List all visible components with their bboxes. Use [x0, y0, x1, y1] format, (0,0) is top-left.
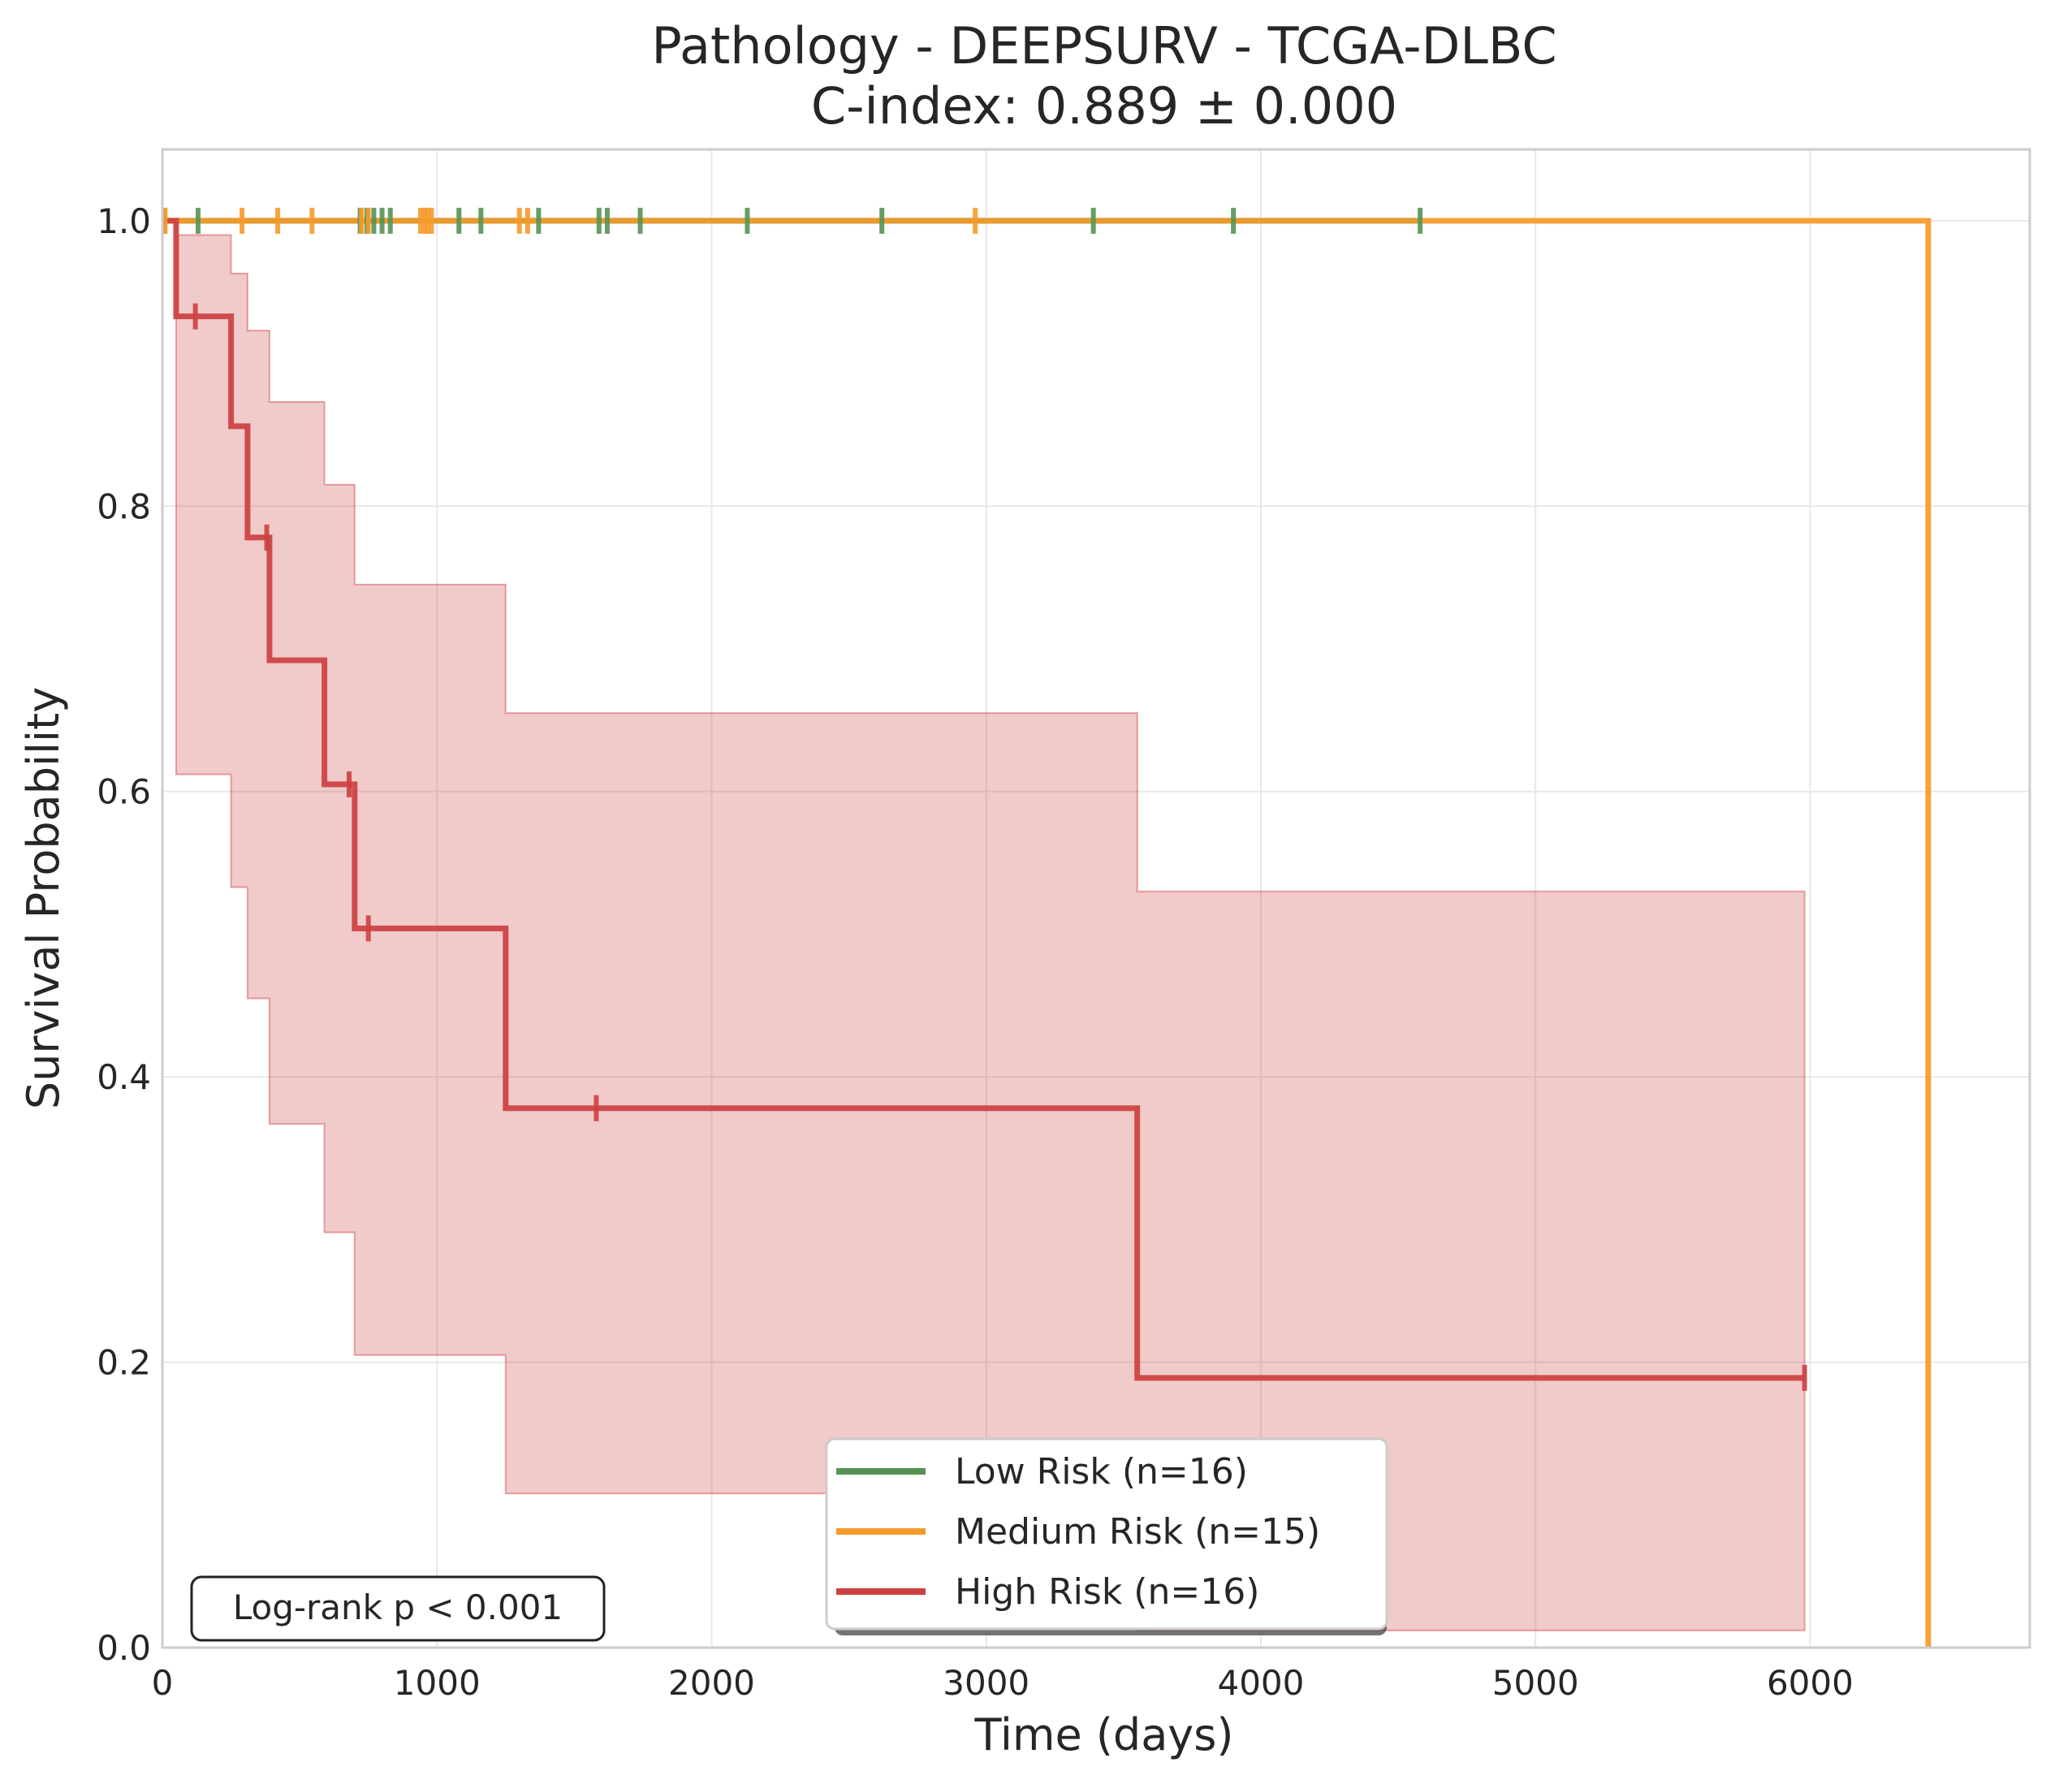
- axis-ticks: 0 1000 2000 3000 4000 5000 6000 0.0 0.2 0.4 0.6 0.8…: [97, 201, 1854, 1703]
- survival-curve-high: [162, 218, 1805, 1381]
- y-tick-label: 0.8: [97, 486, 151, 526]
- legend-label-medium: Medium Risk (n=15): [955, 1511, 1320, 1553]
- ci-band-high: [162, 219, 1806, 1631]
- y-tick-label: 0.6: [97, 772, 151, 812]
- logrank-text: Log-rank p < 0.001: [233, 1587, 563, 1627]
- x-tick-label: 2000: [668, 1663, 755, 1703]
- y-axis-label: Survival Probability: [18, 687, 69, 1109]
- censor-marks: [161, 207, 1807, 1391]
- y-tick-label: 1.0: [97, 201, 151, 241]
- y-tick-label: 0.4: [97, 1057, 151, 1097]
- legend-label-high: High Risk (n=16): [955, 1571, 1259, 1613]
- chart-title: Pathology - DEEPSURV - TCGA-DLBC: [651, 16, 1556, 76]
- x-tick-label: 4000: [1217, 1663, 1304, 1703]
- x-tick-label: 6000: [1767, 1663, 1854, 1703]
- survival-curve-medium: [162, 218, 1932, 1648]
- logrank-annotation: Log-rank p < 0.001: [190, 1575, 606, 1642]
- plot-frame: [161, 148, 2031, 1649]
- chart-subtitle: C-index: 0.889 ± 0.000: [811, 76, 1397, 136]
- legend-label-low: Low Risk (n=16): [955, 1451, 1248, 1492]
- x-tick-label: 3000: [943, 1663, 1030, 1703]
- legend: Low Risk (n=16) Medium Risk (n=15) High …: [825, 1437, 1388, 1635]
- x-tick-label: 0: [152, 1663, 174, 1703]
- x-tick-label: 5000: [1492, 1663, 1579, 1703]
- y-tick-label: 0.0: [97, 1628, 151, 1668]
- x-tick-label: 1000: [394, 1663, 481, 1703]
- y-tick-label: 0.2: [97, 1343, 151, 1383]
- confidence-bands: [162, 219, 1806, 1631]
- x-axis-label: Time (days): [974, 1709, 1234, 1760]
